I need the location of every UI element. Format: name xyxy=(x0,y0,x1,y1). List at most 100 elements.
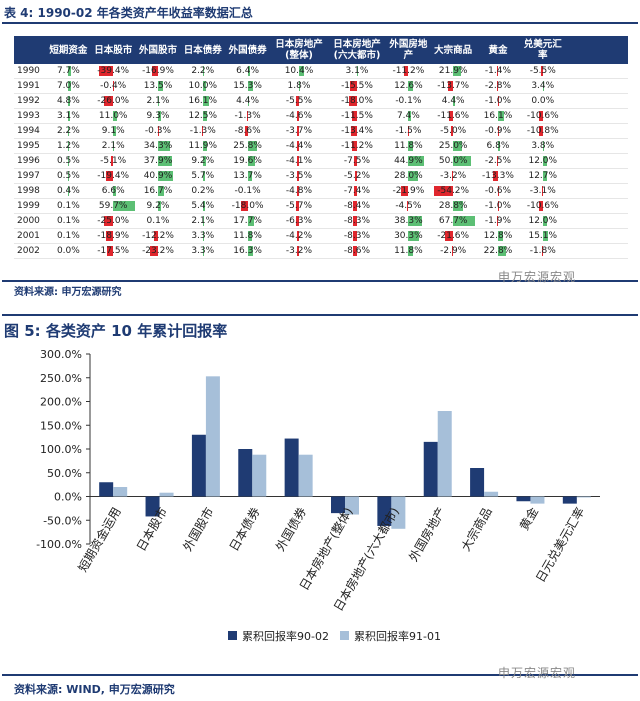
value-text: -1.0% xyxy=(484,201,512,211)
value-cell: 12.7% xyxy=(520,169,565,183)
value-cell: 2.1% xyxy=(136,94,181,108)
positive-bar xyxy=(202,171,205,181)
value-cell: -16.9% xyxy=(136,64,181,78)
negative-bar xyxy=(448,81,454,91)
value-cell: -8.6% xyxy=(225,124,270,138)
value-cell: 38.3% xyxy=(386,214,431,228)
value-text: 7.7% xyxy=(56,66,80,76)
bar xyxy=(331,496,345,514)
value-cell: -0.6% xyxy=(476,184,521,198)
positive-bar xyxy=(202,156,207,166)
negative-bar xyxy=(497,66,498,76)
value-cell: -18.0% xyxy=(328,94,386,108)
value-cell: -11.2% xyxy=(386,64,431,78)
value-cell: 12.8% xyxy=(476,229,521,243)
value-cell: -10.8% xyxy=(520,124,565,138)
value-text: 11.8% xyxy=(233,231,262,241)
bar xyxy=(345,496,359,515)
value-cell: 0.0% xyxy=(46,244,91,258)
value-cell: 0.5% xyxy=(46,154,91,168)
value-cell: 4.4% xyxy=(225,94,270,108)
value-text: 12.6% xyxy=(394,81,423,91)
value-cell: 11.8% xyxy=(386,139,431,153)
value-cell: -11.5% xyxy=(328,109,386,123)
negative-bar xyxy=(433,186,454,196)
category-label: 日本债券 xyxy=(226,505,263,554)
value-text: 13.5% xyxy=(143,81,173,91)
positive-bar xyxy=(453,66,462,76)
positive-bar xyxy=(497,246,507,256)
value-text: 4.8% xyxy=(56,96,80,106)
positive-bar xyxy=(408,216,423,226)
positive-bar xyxy=(202,201,205,211)
value-text: 3.3% xyxy=(191,231,215,241)
value-text: 9.2% xyxy=(146,201,170,211)
negative-bar xyxy=(296,111,299,121)
value-text: -23.2% xyxy=(142,246,174,256)
value-text: -5.7% xyxy=(285,201,313,211)
positive-bar xyxy=(157,81,163,91)
value-text: -2.5% xyxy=(484,156,512,166)
positive-bar xyxy=(298,66,304,76)
value-text: -54.2% xyxy=(437,186,470,196)
negative-bar xyxy=(351,111,357,121)
value-text: 34.3% xyxy=(143,141,173,151)
value-text: 4.4% xyxy=(441,96,465,106)
value-text: -4.4% xyxy=(285,141,313,151)
category-label: 外国房地产 xyxy=(405,505,448,564)
table-row: 2002 0.0% -17.5% -23.2% 3.3% 16.3% -3.2% -8.6% 1… xyxy=(14,244,628,259)
value-cell: -5.5% xyxy=(520,64,565,78)
value-cell: 11.0% xyxy=(91,109,136,123)
negative-bar xyxy=(538,126,543,136)
watermark-top: 申万宏源宏观 xyxy=(498,270,577,284)
value-text: -8.6% xyxy=(343,246,371,256)
column-header: 外国债券 xyxy=(228,44,267,56)
value-cell: 0.1% xyxy=(46,214,91,228)
year-cell: 2002 xyxy=(17,246,40,256)
bar xyxy=(576,496,591,498)
value-cell: -2.9% xyxy=(431,244,476,258)
value-text: -1.3% xyxy=(189,126,216,136)
positive-bar xyxy=(497,141,501,151)
negative-bar xyxy=(497,216,498,226)
category-label: 外国股市 xyxy=(180,505,217,554)
value-text: 0.0% xyxy=(56,246,80,256)
positive-bar xyxy=(542,216,548,226)
positive-bar xyxy=(157,156,172,166)
value-cell: -0.9% xyxy=(476,124,521,138)
value-cell: 1.8% xyxy=(270,79,328,93)
figure-bottom-divider xyxy=(2,674,638,676)
value-cell: 4.4% xyxy=(431,94,476,108)
value-cell: 13.5% xyxy=(136,79,181,93)
value-cell: 7.4% xyxy=(386,109,431,123)
value-text: 2.1% xyxy=(146,96,170,106)
value-text: 3.3% xyxy=(191,246,215,256)
value-text: 59.7% xyxy=(98,201,128,211)
bar xyxy=(562,496,577,504)
positive-bar xyxy=(497,231,503,241)
value-text: -4.5% xyxy=(395,201,422,211)
value-cell: -3.7% xyxy=(270,124,328,138)
positive-bar xyxy=(113,111,118,121)
value-cell: 50.0% xyxy=(431,154,476,168)
column-header: 日本房地产 (整体) xyxy=(275,39,323,61)
y-tick-label: 200.0% xyxy=(40,396,82,409)
negative-bar xyxy=(296,201,299,211)
value-cell: 34.3% xyxy=(136,139,181,153)
value-text: -1.0% xyxy=(484,96,512,106)
legend-swatch xyxy=(228,631,237,640)
value-cell: 0.1% xyxy=(136,214,181,228)
column-header: 黄金 xyxy=(488,44,508,56)
negative-bar xyxy=(404,66,409,76)
value-cell: 16.1% xyxy=(180,94,225,108)
value-cell: -1.3% xyxy=(180,124,225,138)
bar xyxy=(145,496,160,517)
positive-bar xyxy=(157,96,159,106)
value-cell: -7.4% xyxy=(328,184,386,198)
negative-bar xyxy=(406,201,409,211)
value-text: 25.8% xyxy=(233,141,262,151)
value-cell: 15.1% xyxy=(520,229,565,243)
value-text: 7.0% xyxy=(56,81,80,91)
column-header: 日本股市 xyxy=(94,44,133,56)
value-text: 9.2% xyxy=(191,156,215,166)
